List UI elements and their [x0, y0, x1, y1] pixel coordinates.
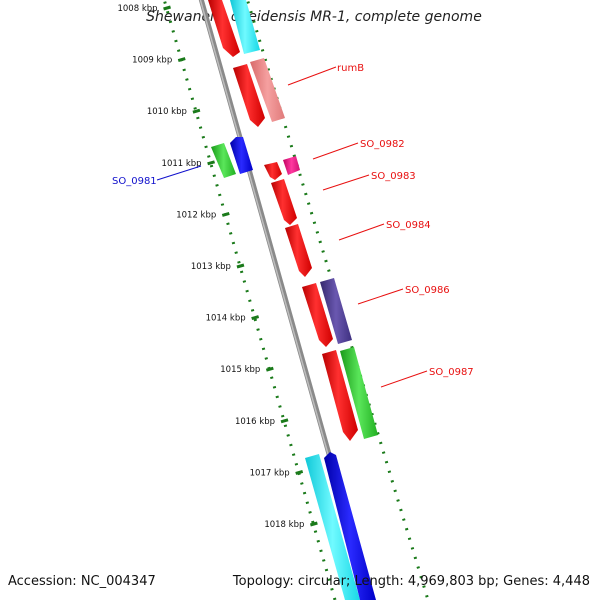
gene-label-SO_0981[interactable]: SO_0981 — [112, 176, 157, 187]
gene-green-SO_0987[interactable] — [340, 347, 378, 439]
ruler-tick — [295, 469, 304, 475]
gene-label-rumB[interactable]: rumB — [337, 63, 364, 74]
accession-label: Accession: NC_004347 — [8, 574, 156, 589]
gene-label-SO_0986[interactable]: SO_0986 — [405, 285, 450, 296]
gene-features — [208, 0, 378, 600]
ruler-tick-label: 1013 kbp — [191, 262, 231, 272]
ruler-tick — [163, 5, 171, 11]
gene-label-SO_0982[interactable]: SO_0982 — [360, 139, 405, 150]
ruler-tick — [177, 57, 186, 63]
kbp-ruler: 1008 kbp 1009 kbp 1010 kbp 1011 kbp 1012 kbp… — [117, 4, 318, 530]
gene-cyan-top[interactable] — [230, 0, 260, 54]
ruler-tick — [221, 211, 230, 217]
gene-red-rumB[interactable] — [233, 64, 265, 127]
ruler-tick-label: 1011 kbp — [162, 159, 202, 169]
gene-red-SO_0984[interactable] — [285, 224, 312, 277]
gene-label-SO_0984[interactable]: SO_0984 — [386, 220, 431, 231]
ruler-tick — [251, 315, 260, 321]
gene-blue-bottom[interactable] — [324, 452, 376, 600]
gene-label-SO_0987[interactable]: SO_0987 — [429, 367, 474, 378]
ruler-tick-label: 1014 kbp — [206, 314, 246, 324]
ruler-tick-label: 1012 kbp — [176, 210, 216, 220]
gene-cyan-bottom[interactable] — [305, 454, 360, 600]
gene-red-SO_0987[interactable] — [322, 350, 358, 441]
gene-purple-SO_0986[interactable] — [320, 278, 352, 344]
ruler-tick-label: 1009 kbp — [132, 56, 172, 66]
gene-red-top[interactable] — [208, 0, 240, 57]
ruler-tick-label: 1015 kbp — [220, 365, 260, 375]
gene-label-SO_0983[interactable]: SO_0983 — [371, 171, 416, 182]
ruler-tick-label: 1010 kbp — [147, 107, 187, 117]
gene-red-SO_0983[interactable] — [271, 179, 297, 225]
genome-title: Shewanella oneidensis MR-1, complete gen… — [146, 9, 482, 25]
gene-label-leaders — [156, 66, 428, 388]
gene-green-SO_0981[interactable] — [211, 143, 236, 178]
gene-blue-SO_0981[interactable] — [230, 137, 253, 174]
ruler-tick — [207, 160, 216, 166]
ruler-tick — [280, 418, 289, 424]
ruler-tick — [309, 521, 318, 527]
gene-magenta-SO_0982[interactable] — [283, 156, 300, 175]
ruler-tick-label: 1017 kbp — [250, 468, 290, 478]
ruler-tick — [236, 263, 245, 269]
ruler-tick — [265, 366, 274, 372]
ruler-tick-label: 1016 kbp — [235, 417, 275, 427]
gene-pink-rumB[interactable] — [250, 58, 285, 122]
ruler-tick-label: 1008 kbp — [117, 4, 157, 14]
genome-summary: Topology: circular; Length: 4,969,803 bp… — [232, 574, 590, 589]
ruler-tick — [192, 108, 201, 114]
ruler-tick-label: 1018 kbp — [264, 520, 304, 530]
gene-red-SO_0982[interactable] — [264, 162, 282, 180]
gene-red-SO_0986[interactable] — [302, 283, 333, 347]
